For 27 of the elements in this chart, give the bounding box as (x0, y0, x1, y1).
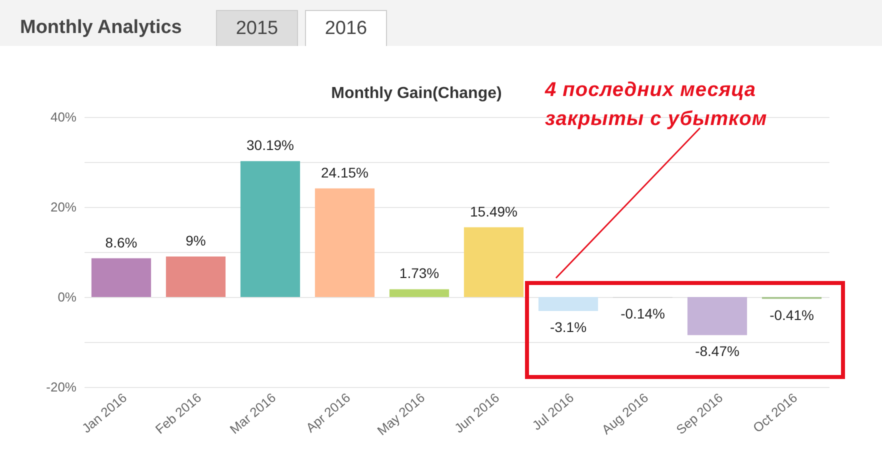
text: 2015 (216, 10, 298, 48)
data-label: -0.41% (770, 306, 814, 323)
y-tick-label: 0% (58, 290, 77, 304)
data-label: 30.19% (246, 137, 294, 154)
bar (240, 161, 300, 297)
data-label: 24.15% (321, 164, 368, 180)
data-label: -0.14% (620, 306, 665, 322)
data-label: 1.73% (399, 265, 440, 282)
data-label: -8.47% (695, 343, 740, 360)
y-tick-label: 40% (50, 110, 77, 124)
text: Monthly Analytics (20, 16, 182, 40)
data-label: 9% (186, 232, 206, 248)
chart-title: Monthly Gain(Change) (331, 85, 502, 102)
data-label: 15.49% (470, 203, 518, 220)
bar (389, 289, 450, 297)
annotation: 4 последних месяца закрыты с убытком (545, 78, 768, 132)
data-label: 8.6% (105, 234, 138, 250)
y-tick-label: 20% (50, 200, 77, 214)
bar (314, 188, 375, 297)
bar (91, 258, 152, 297)
data-label: -3.1% (550, 318, 587, 335)
y-tick-label: -20% (46, 380, 77, 394)
bar (166, 256, 226, 297)
bar (687, 297, 748, 336)
bar (538, 297, 598, 311)
bar (464, 227, 524, 297)
text: 2016 (305, 10, 387, 47)
